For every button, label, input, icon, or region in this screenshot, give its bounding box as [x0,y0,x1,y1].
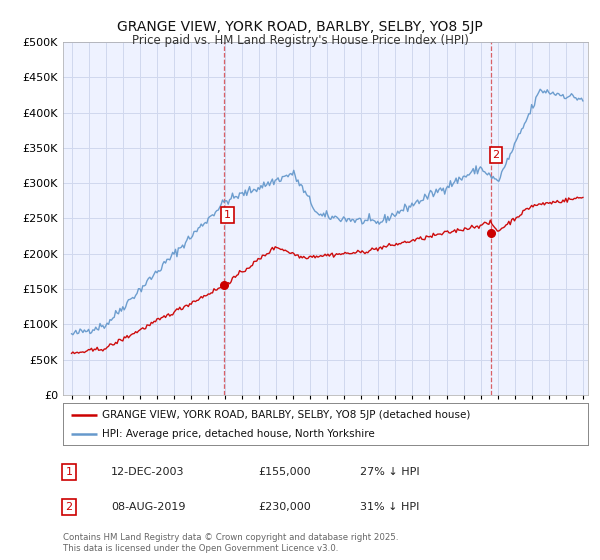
Text: 2: 2 [493,150,500,160]
Text: GRANGE VIEW, YORK ROAD, BARLBY, SELBY, YO8 5JP: GRANGE VIEW, YORK ROAD, BARLBY, SELBY, Y… [117,20,483,34]
Text: 1: 1 [224,210,231,220]
Text: 2: 2 [65,502,73,512]
Text: 31% ↓ HPI: 31% ↓ HPI [360,502,419,512]
Text: Price paid vs. HM Land Registry's House Price Index (HPI): Price paid vs. HM Land Registry's House … [131,34,469,46]
Text: 1: 1 [65,467,73,477]
Text: HPI: Average price, detached house, North Yorkshire: HPI: Average price, detached house, Nort… [103,430,375,439]
Text: Contains HM Land Registry data © Crown copyright and database right 2025.
This d: Contains HM Land Registry data © Crown c… [63,533,398,553]
Text: £230,000: £230,000 [258,502,311,512]
Text: 08-AUG-2019: 08-AUG-2019 [111,502,185,512]
Text: 12-DEC-2003: 12-DEC-2003 [111,467,185,477]
Text: GRANGE VIEW, YORK ROAD, BARLBY, SELBY, YO8 5JP (detached house): GRANGE VIEW, YORK ROAD, BARLBY, SELBY, Y… [103,410,471,420]
Text: £155,000: £155,000 [258,467,311,477]
Text: 27% ↓ HPI: 27% ↓ HPI [360,467,419,477]
